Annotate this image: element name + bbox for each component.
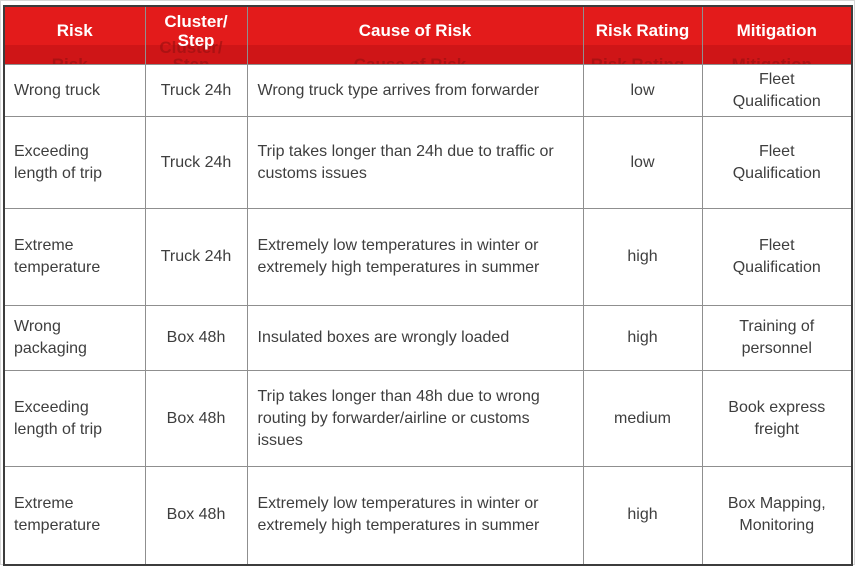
- table-row: Exceeding length of trip Box 48h Trip ta…: [3, 370, 853, 467]
- table-row: Extreme temperature Box 48h Extremely lo…: [3, 466, 853, 565]
- header-ghost-echo: Risk: [51, 55, 88, 65]
- cause-cell: Insulated boxes are wrongly loaded: [246, 305, 584, 371]
- risk-cell: Exceeding length of trip: [3, 116, 146, 209]
- mitigation-cell: Fleet Qualification: [701, 116, 853, 209]
- mitigation-cell: Fleet Qualification: [701, 64, 853, 117]
- risk-assessment-table: Risk Risk Cluster/ Step Cluster/ Step Ca…: [3, 5, 853, 566]
- risk-cell: Exceeding length of trip: [3, 370, 146, 467]
- table-row: Extreme temperature Truck 24h Extremely …: [3, 208, 853, 306]
- cluster-cell: Truck 24h: [144, 64, 248, 117]
- table-header-row: Risk Risk Cluster/ Step Cluster/ Step Ca…: [3, 5, 853, 65]
- header-ghost-echo: Mitigation: [731, 55, 812, 65]
- rating-cell: high: [582, 466, 703, 565]
- header-label: Risk Rating: [595, 21, 690, 40]
- cause-cell: Extremely low temperatures in winter or …: [246, 208, 584, 306]
- cluster-cell: Truck 24h: [144, 116, 248, 209]
- cluster-cell: Box 48h: [144, 370, 248, 467]
- risk-cell: Extreme temperature: [3, 208, 146, 306]
- mitigation-cell: Training of personnel: [701, 305, 853, 371]
- mitigation-cell: Box Mapping, Monitoring: [701, 466, 853, 565]
- rating-cell: high: [582, 305, 703, 371]
- rating-cell: high: [582, 208, 703, 306]
- risk-cell: Extreme temperature: [3, 466, 146, 565]
- risk-cell: Wrong packaging: [3, 305, 146, 371]
- mitigation-cell: Book express freight: [701, 370, 853, 467]
- risk-cell: Wrong truck: [3, 64, 146, 117]
- cluster-cell: Truck 24h: [144, 208, 248, 306]
- column-header-mitigation: Mitigation Mitigation: [701, 5, 853, 65]
- rating-cell: low: [582, 116, 703, 209]
- table-row: Wrong packaging Box 48h Insulated boxes …: [3, 305, 853, 371]
- rating-cell: medium: [582, 370, 703, 467]
- column-header-risk: Risk Risk: [3, 5, 146, 65]
- cause-cell: Wrong truck type arrives from forwarder: [246, 64, 584, 117]
- cause-cell: Extremely low temperatures in winter or …: [246, 466, 584, 565]
- column-header-risk-rating: Risk Rating Risk Rating: [582, 5, 703, 65]
- header-ghost-echo: Cause of Risk: [353, 55, 467, 65]
- table-row: Exceeding length of trip Truck 24h Trip …: [3, 116, 853, 209]
- header-ghost-echo: Risk Rating: [590, 55, 685, 65]
- mitigation-cell: Fleet Qualification: [701, 208, 853, 306]
- cause-cell: Trip takes longer than 24h due to traffi…: [246, 116, 584, 209]
- cause-cell: Trip takes longer than 48h due to wrong …: [246, 370, 584, 467]
- column-header-cause-of-risk: Cause of Risk Cause of Risk: [246, 5, 584, 65]
- rating-cell: low: [582, 64, 703, 117]
- table-row: Wrong truck Truck 24h Wrong truck type a…: [3, 64, 853, 117]
- header-label: Cluster/ Step: [164, 11, 228, 50]
- header-label: Mitigation: [736, 21, 817, 40]
- cluster-cell: Box 48h: [144, 305, 248, 371]
- header-label: Risk: [56, 21, 93, 40]
- cluster-cell: Box 48h: [144, 466, 248, 565]
- column-header-cluster-step: Cluster/ Step Cluster/ Step: [144, 5, 248, 65]
- header-label: Cause of Risk: [358, 21, 472, 40]
